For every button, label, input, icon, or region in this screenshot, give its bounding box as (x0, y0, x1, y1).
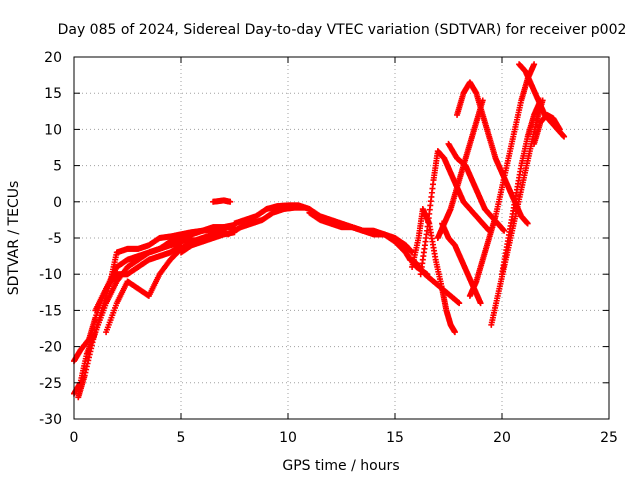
series-arc-9 (225, 204, 309, 238)
y-tick-label: 20 (44, 50, 62, 66)
series-arc-11 (398, 242, 463, 307)
x-tick-label: 15 (386, 430, 404, 446)
x-tick-label: 10 (279, 430, 297, 446)
y-tick-label: -25 (39, 376, 62, 392)
series-arc-22 (531, 111, 563, 147)
y-axis-label: SDTVAR / TECUs (6, 181, 22, 296)
data-point (227, 198, 234, 205)
data-point (531, 61, 538, 68)
y-tick-label: 15 (44, 86, 62, 102)
y-tick-label: 10 (44, 122, 62, 138)
x-tick-label: 25 (600, 430, 618, 446)
y-tick-label: -30 (39, 412, 62, 428)
points-layer (71, 61, 568, 401)
series-arc-18 (466, 61, 538, 299)
grid-layer (74, 57, 609, 419)
ticks-layer: 0 5 10 15 20 25 -30 -25 -20 -15 -10 -5 0 5 10 15 20 (39, 50, 618, 446)
data-point (501, 227, 508, 234)
data-point (302, 204, 309, 211)
data-point (451, 329, 458, 336)
series-arc-20 (499, 97, 544, 278)
x-tick-label: 0 (70, 430, 79, 446)
data-point (477, 300, 484, 307)
x-axis-label: GPS time / hours (282, 458, 399, 474)
series-arc-4 (92, 242, 184, 314)
x-tick-label: 20 (493, 430, 511, 446)
data-point (561, 133, 568, 140)
y-tick-label: -15 (39, 303, 62, 319)
data-point (524, 220, 531, 227)
series-arc-7 (210, 197, 234, 205)
y-tick-label: -20 (39, 340, 62, 356)
y-tick-label: 5 (53, 159, 62, 175)
y-tick-label: -5 (48, 231, 62, 247)
series-arc-3 (75, 221, 238, 401)
y-tick-label: 0 (53, 195, 62, 211)
data-point (456, 300, 463, 307)
chart-title: Day 085 of 2024, Sidereal Day-to-day VTE… (58, 22, 627, 38)
series-arc-8 (231, 202, 416, 256)
x-tick-label: 5 (177, 430, 186, 446)
series-arc-12 (409, 206, 458, 336)
data-point (556, 126, 563, 133)
y-tick-label: -10 (39, 267, 62, 283)
series-arc-21 (516, 61, 568, 140)
